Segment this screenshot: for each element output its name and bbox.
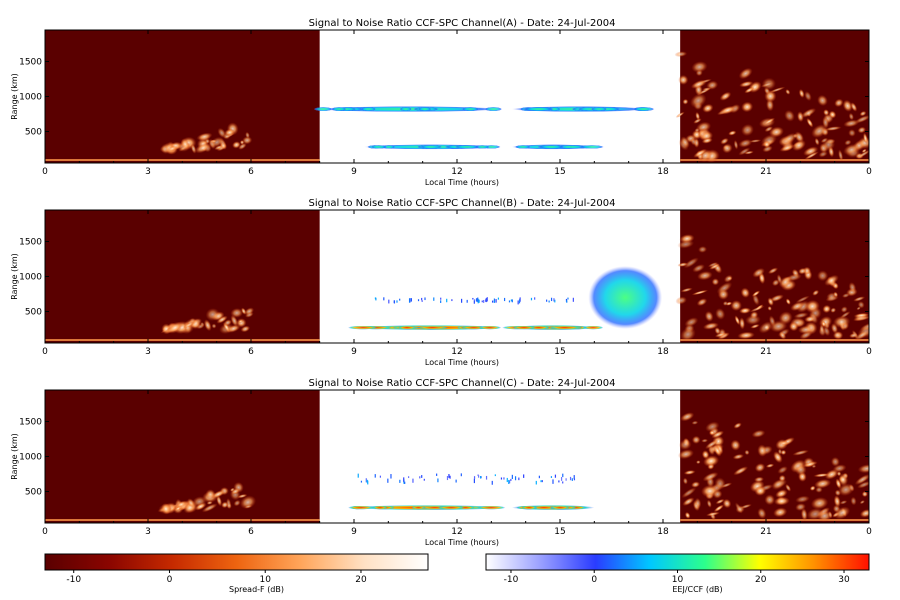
x-tick-label: 6 [248, 167, 254, 177]
x-tick-label: 15 [554, 347, 565, 357]
y-tick-label: 500 [25, 488, 42, 498]
ground-clutter [680, 159, 869, 161]
eej-layer [313, 106, 655, 112]
x-tick-label: 12 [451, 527, 462, 537]
colorbar-tick-label: 20 [755, 575, 767, 585]
eej-layer [374, 297, 574, 305]
spread-f-region [159, 122, 253, 155]
x-tick-label: 6 [248, 347, 254, 357]
colorbars: -10 0 10 20 Spread-F (dB) -10 0 10 20 30 EEJ/CCF (… [44, 553, 870, 594]
y-tick-label: 500 [25, 308, 42, 318]
colorbar-tick-label: 30 [838, 575, 850, 585]
colorbar-tick-label: -10 [66, 575, 81, 585]
y-tick-label: 1000 [19, 453, 42, 463]
x-tick-label: 0 [866, 167, 872, 177]
y-axis-label: Range (km) [10, 433, 19, 480]
eej-layer [364, 144, 604, 150]
colorbar-tick-label: 20 [355, 575, 367, 585]
plot-area [45, 30, 869, 163]
y-axis-label: Range (km) [10, 73, 19, 120]
x-tick-label: 3 [145, 347, 151, 357]
x-tick-label: 21 [760, 167, 771, 177]
day-window [319, 390, 681, 523]
x-tick-label: 9 [351, 167, 357, 177]
x-tick-label: 18 [657, 167, 669, 177]
ground-clutter [45, 339, 320, 341]
panel-1: 0 3 6 9 12 15 18 21 0 500 1000 1500 Signal to Noise … [10, 198, 872, 367]
x-tick-label: 0 [42, 167, 48, 177]
y-tick-label: 1500 [19, 418, 42, 428]
ground-clutter [45, 519, 320, 521]
colorbar-tick-label: -10 [504, 575, 519, 585]
y-axis-label: Range (km) [10, 253, 19, 300]
spread-f-region [675, 234, 869, 342]
colorbar-tick-label: 10 [259, 575, 271, 585]
plot-area [45, 390, 869, 523]
x-tick-label: 0 [866, 347, 872, 357]
panel-2: 0 3 6 9 12 15 18 21 0 500 1000 1500 Signal to Noise … [10, 378, 872, 547]
x-tick-label: 9 [351, 527, 357, 537]
panel-0: 0 3 6 9 12 15 18 21 0 500 1000 1500 Signal to Noise … [10, 18, 872, 187]
x-tick-label: 12 [451, 167, 462, 177]
eej-layer [357, 473, 576, 485]
colorbar-gradient [485, 553, 870, 571]
x-tick-label: 0 [42, 527, 48, 537]
x-tick-label: 3 [145, 527, 151, 537]
x-tick-label: 9 [351, 347, 357, 357]
panel-title: Signal to Noise Ratio CCF-SPC Channel(A)… [309, 18, 616, 29]
colorbar-label: Spread-F (dB) [229, 585, 284, 594]
x-tick-label: 0 [866, 527, 872, 537]
spread-f-region [157, 481, 257, 515]
colorbar-tick-label: 0 [167, 575, 173, 585]
y-tick-label: 1500 [19, 238, 42, 248]
ground-clutter [45, 159, 320, 161]
eej-layer [347, 325, 604, 331]
x-tick-label: 12 [451, 347, 462, 357]
y-tick-label: 1000 [19, 273, 42, 283]
spread-f-region [674, 51, 869, 163]
x-tick-label: 15 [554, 167, 565, 177]
x-axis-label: Local Time (hours) [425, 178, 499, 187]
spread-f-region [677, 412, 869, 522]
x-tick-label: 6 [248, 527, 254, 537]
x-tick-label: 21 [760, 347, 771, 357]
x-tick-label: 18 [657, 527, 669, 537]
ground-clutter [680, 339, 869, 341]
colorbar-1: -10 0 10 20 30 EEJ/CCF (dB) [485, 553, 870, 594]
x-tick-label: 0 [42, 347, 48, 357]
colorbar-tick-label: 10 [672, 575, 684, 585]
y-tick-label: 1000 [19, 93, 42, 103]
panel-title: Signal to Noise Ratio CCF-SPC Channel(B)… [309, 198, 616, 209]
x-axis-label: Local Time (hours) [425, 538, 499, 547]
colorbar-gradient [44, 553, 429, 571]
ground-clutter [680, 519, 869, 521]
eej-layer [348, 505, 595, 511]
x-tick-label: 15 [554, 527, 565, 537]
x-tick-label: 3 [145, 167, 151, 177]
panel-title: Signal to Noise Ratio CCF-SPC Channel(C)… [308, 378, 615, 389]
x-tick-label: 21 [760, 527, 771, 537]
colorbar-0: -10 0 10 20 Spread-F (dB) [44, 553, 429, 594]
plot-area [45, 210, 869, 343]
y-tick-label: 500 [25, 128, 42, 138]
x-tick-label: 18 [657, 347, 669, 357]
spread-f-region [160, 307, 255, 335]
y-tick-label: 1500 [19, 58, 42, 68]
x-axis-label: Local Time (hours) [425, 358, 499, 367]
day-window [319, 30, 681, 163]
colorbar-label: EEJ/CCF (dB) [672, 585, 722, 594]
eej-layer [588, 266, 663, 329]
colorbar-tick-label: 0 [591, 575, 597, 585]
